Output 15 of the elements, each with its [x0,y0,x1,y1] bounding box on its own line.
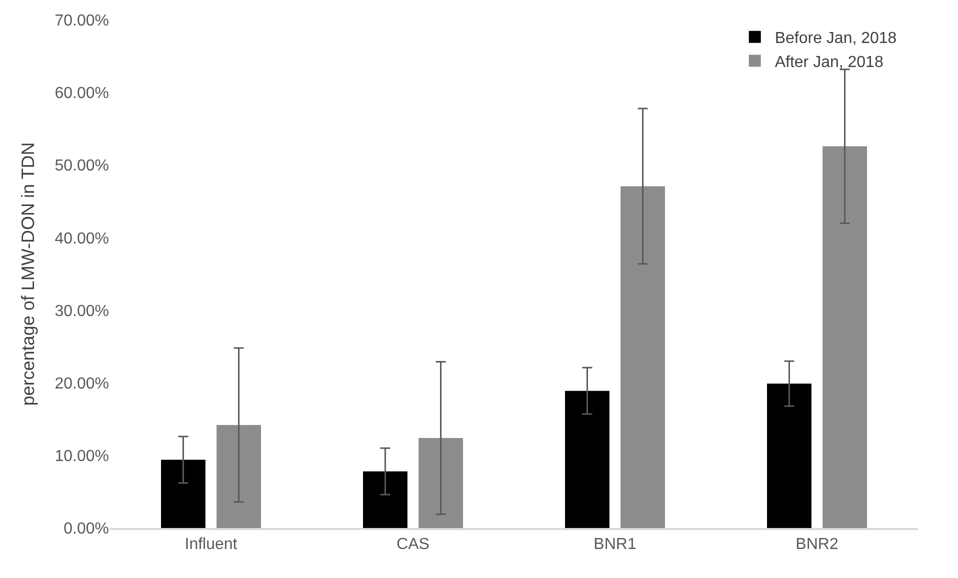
y-axis-title: percentage of LMW-DON in TDN [18,142,38,406]
legend-label: Before Jan, 2018 [774,30,897,48]
y-tick-label: 0.00% [64,520,109,538]
x-tick-label: BNR1 [594,536,636,553]
legend-label: After Jan, 2018 [774,54,884,71]
y-tick-label: 20.00% [54,375,109,392]
y-tick-label: 50.00% [54,158,109,175]
x-tick-label: CAS [396,536,430,553]
x-tick-label: BNR2 [796,536,838,553]
x-tick-label: Influent [184,536,238,553]
y-tick-label: 70.00% [54,12,109,30]
y-tick-label: 10.00% [54,448,109,466]
y-tick-label: 30.00% [54,302,109,320]
y-tick-label: 40.00% [54,230,109,248]
y-tick-label: 60.00% [54,85,109,102]
